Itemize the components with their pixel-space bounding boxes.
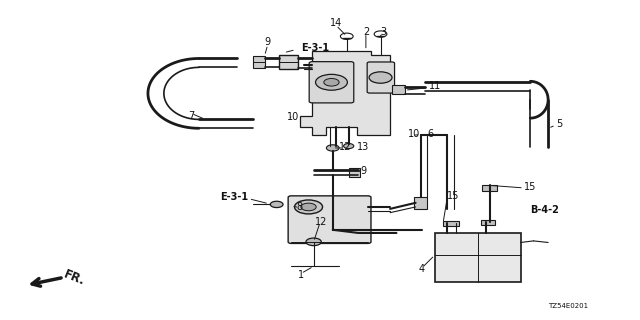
Circle shape <box>306 238 321 246</box>
Text: 12: 12 <box>315 217 328 227</box>
FancyBboxPatch shape <box>288 196 371 244</box>
Text: 8: 8 <box>296 202 303 212</box>
Circle shape <box>374 31 387 37</box>
Bar <box>414 197 427 210</box>
Text: 9: 9 <box>360 166 366 176</box>
Text: TZ54E0201: TZ54E0201 <box>548 303 589 309</box>
Bar <box>392 84 404 94</box>
Text: 6: 6 <box>427 129 433 139</box>
Text: 4: 4 <box>419 264 425 275</box>
Text: E-3-1: E-3-1 <box>221 192 248 203</box>
Text: 10: 10 <box>408 129 420 139</box>
Text: FR.: FR. <box>62 268 87 288</box>
Text: 14: 14 <box>330 18 342 28</box>
Text: 2: 2 <box>363 27 369 36</box>
Circle shape <box>344 143 354 148</box>
Text: B-4-2: B-4-2 <box>531 205 559 215</box>
Bar <box>443 221 459 226</box>
Text: 7: 7 <box>188 111 195 121</box>
Text: 3: 3 <box>381 27 387 36</box>
Circle shape <box>369 72 392 83</box>
Circle shape <box>294 200 323 214</box>
Polygon shape <box>300 51 390 135</box>
Circle shape <box>324 78 339 86</box>
Text: 15: 15 <box>524 182 536 192</box>
Bar <box>278 55 298 68</box>
FancyBboxPatch shape <box>367 62 394 93</box>
Bar <box>349 168 360 177</box>
Text: 5: 5 <box>556 118 562 129</box>
Bar <box>483 185 497 191</box>
Circle shape <box>340 33 353 39</box>
Text: 12: 12 <box>339 142 351 152</box>
Text: 13: 13 <box>357 142 369 152</box>
Circle shape <box>316 74 348 90</box>
Bar <box>481 220 495 225</box>
Text: E-3-1: E-3-1 <box>301 43 329 53</box>
Circle shape <box>270 201 283 208</box>
Text: 10: 10 <box>287 112 300 122</box>
Text: 1: 1 <box>298 270 304 280</box>
FancyBboxPatch shape <box>435 233 521 282</box>
Text: 15: 15 <box>447 190 460 201</box>
Circle shape <box>326 145 339 151</box>
Circle shape <box>301 203 316 211</box>
Text: 11: 11 <box>429 81 441 92</box>
Bar <box>253 56 264 68</box>
Text: 9: 9 <box>265 37 271 47</box>
FancyBboxPatch shape <box>309 62 354 103</box>
